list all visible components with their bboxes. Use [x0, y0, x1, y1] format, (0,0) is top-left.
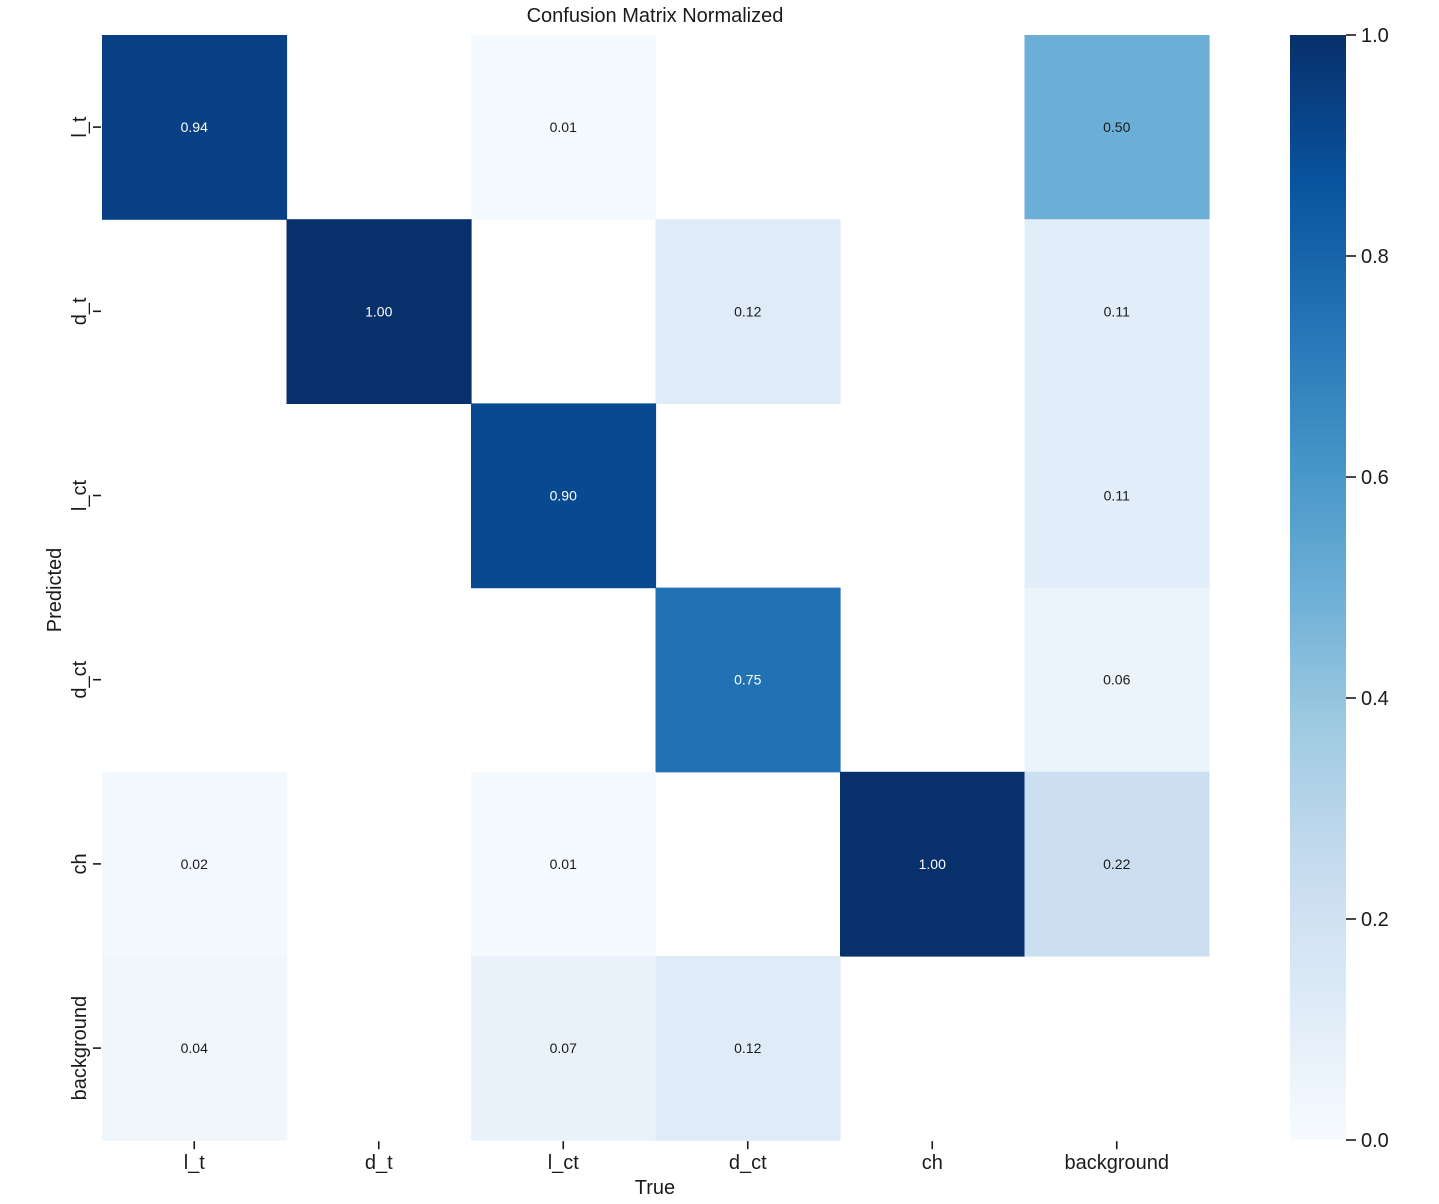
heatmap-cell — [655, 956, 841, 1141]
cell-value-label: 0.94 — [181, 119, 208, 135]
heatmap-cell — [1024, 587, 1210, 773]
cell-value-label: 0.90 — [550, 488, 577, 504]
cell-value-label: 1.00 — [365, 303, 392, 319]
cell-value-label: 1.00 — [919, 856, 946, 872]
y-tick-label: d_ct — [69, 660, 91, 698]
colorbar-tick-label: 0.0 — [1361, 1130, 1389, 1152]
cell-value-label: 0.50 — [1103, 119, 1130, 135]
y-tick-label: background — [69, 996, 91, 1101]
colorbar — [1290, 35, 1346, 1140]
cell-value-label: 0.12 — [734, 1040, 761, 1056]
colorbar-tick-label: 0.8 — [1361, 246, 1389, 268]
x-tick-label: d_ct — [729, 1152, 767, 1174]
heatmap-cell — [655, 219, 841, 404]
heatmap-cells: 0.94 0.01 0.50 1.00 0.12 0.11 0.90 0.11 0.75 0.06… — [102, 35, 1210, 1141]
cell-value-label: 0.75 — [734, 672, 761, 688]
heatmap-cell — [655, 587, 841, 773]
cell-value-label: 0.01 — [550, 119, 577, 135]
heatmap-cell — [471, 956, 657, 1141]
cell-value-label: 0.04 — [181, 1040, 208, 1056]
cell-value-label: 0.01 — [550, 856, 577, 872]
y-tick-label: l_ct — [69, 479, 91, 511]
x-tick-label: ch — [922, 1152, 943, 1174]
heatmap-cell — [471, 771, 657, 957]
heatmap-cell — [471, 403, 657, 589]
cell-value-label: 0.11 — [1104, 303, 1130, 319]
colorbar-tick-label: 0.4 — [1361, 688, 1389, 710]
cell-value-label: 0.06 — [1103, 672, 1130, 688]
heatmap-cell — [1024, 219, 1210, 404]
cell-value-label: 0.22 — [1103, 856, 1130, 872]
heatmap-cell — [102, 771, 288, 957]
colorbar-tick-label: 1.0 — [1361, 25, 1389, 47]
heatmap-cell — [1024, 771, 1210, 957]
heatmap-cell — [102, 956, 288, 1141]
x-axis: l_t d_t l_ct d_ct ch background — [184, 1141, 1169, 1174]
x-tick-label: l_ct — [548, 1152, 580, 1174]
cell-value-label: 0.11 — [1104, 488, 1130, 504]
x-axis-title: True — [635, 1177, 675, 1199]
heatmap-cell — [102, 35, 288, 220]
heatmap-cell — [1024, 35, 1210, 220]
y-axis-title: Predicted — [44, 548, 66, 633]
x-tick-label: background — [1064, 1152, 1169, 1174]
cell-value-label: 0.02 — [181, 856, 208, 872]
chart-title: Confusion Matrix Normalized — [527, 5, 784, 27]
y-tick-label: ch — [69, 853, 91, 874]
y-tick-label: d_t — [69, 297, 91, 325]
heatmap-cell — [286, 219, 472, 404]
heatmap-cell — [840, 771, 1026, 957]
colorbar-tick-label: 0.6 — [1361, 467, 1389, 489]
cell-value-label: 0.12 — [734, 303, 761, 319]
x-tick-label: d_t — [365, 1152, 393, 1174]
colorbar-tick-label: 0.2 — [1361, 909, 1389, 931]
colorbar-axis: 0.0 0.2 0.4 0.6 0.8 1.0 — [1346, 25, 1389, 1152]
cell-value-label: 0.07 — [550, 1040, 577, 1056]
heatmap-cell — [1024, 403, 1210, 589]
heatmap-cell — [471, 35, 657, 220]
y-tick-label: l_t — [69, 116, 91, 138]
x-tick-label: l_t — [184, 1152, 206, 1174]
